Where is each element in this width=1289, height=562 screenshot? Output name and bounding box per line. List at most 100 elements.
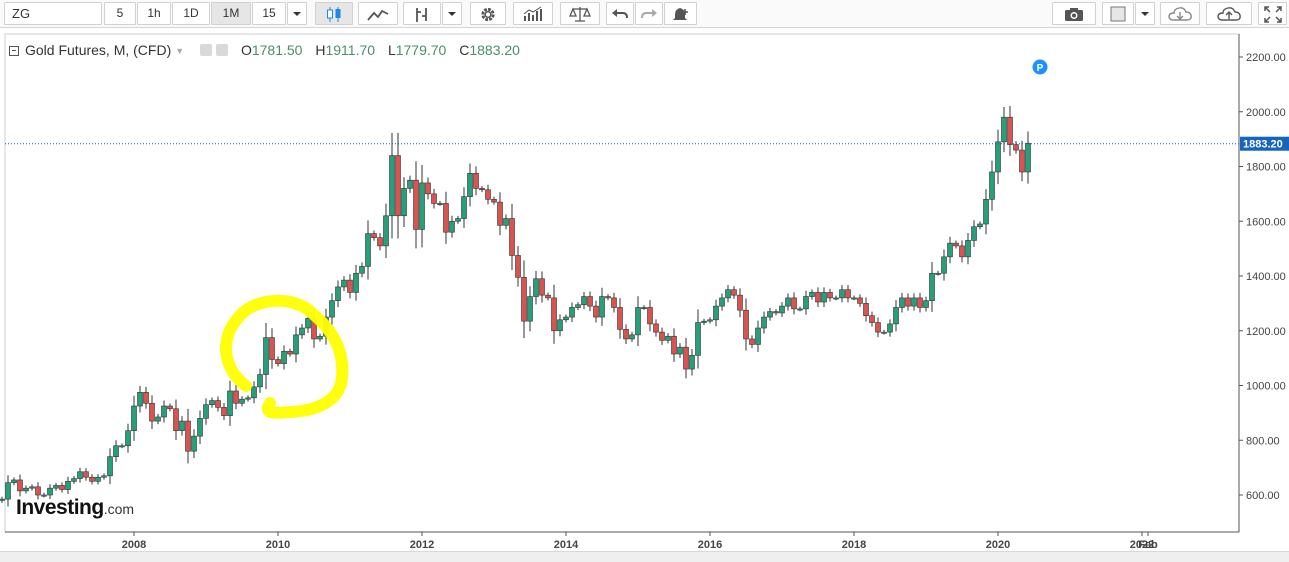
candle (1001, 106, 1007, 153)
undo-button[interactable] (606, 2, 634, 25)
candle (689, 348, 695, 376)
snapshot-button[interactable] (1052, 2, 1096, 25)
fullscreen-button[interactable] (1258, 2, 1287, 25)
candle (641, 305, 647, 310)
candle (65, 476, 71, 495)
candle-body (725, 289, 731, 299)
line-chart-button[interactable] (358, 2, 398, 25)
candle (41, 492, 47, 498)
layout-button[interactable] (1102, 2, 1134, 25)
candle-body (605, 296, 611, 299)
close-label: C (459, 42, 470, 58)
candle (827, 288, 833, 302)
candle-body (539, 278, 545, 296)
candle-body (179, 420, 185, 431)
interval-dropdown-button[interactable] (287, 2, 307, 25)
candle-body (167, 405, 173, 410)
candle (779, 302, 785, 317)
candle-body (587, 296, 593, 307)
candle (953, 240, 959, 249)
candle-body (251, 386, 257, 399)
candle-body (89, 476, 95, 482)
interval-15-button[interactable]: 15 (252, 2, 286, 25)
y-tick-label: 800.00 (1246, 435, 1280, 447)
candle (785, 293, 791, 311)
undo-icon (612, 9, 628, 19)
candle-body (1001, 116, 1007, 143)
candle-body (299, 327, 305, 336)
alert-button[interactable] (664, 2, 697, 25)
candle (35, 482, 41, 500)
price-chart[interactable]: 1883.20 P 600.00 800.00 1000.00 1200.00 1400.… (0, 28, 1289, 562)
candle (1007, 106, 1013, 156)
candle-body (11, 479, 17, 483)
candle (515, 246, 521, 287)
layout-dropdown-button[interactable] (1135, 2, 1155, 25)
candle (485, 184, 491, 205)
candle-body (743, 309, 749, 340)
candle (905, 293, 911, 311)
candle-body (269, 337, 275, 360)
candle (269, 328, 275, 369)
candle (101, 473, 107, 480)
candle (461, 187, 467, 228)
logo-suffix: .com (103, 501, 135, 517)
candle-body (239, 398, 245, 404)
candle (383, 203, 389, 259)
legend-collapse-button[interactable] (9, 46, 19, 56)
candle-body (365, 233, 371, 267)
investing-logo: Investing.com (16, 496, 134, 520)
candle (983, 189, 989, 235)
candle-body (143, 392, 149, 404)
settings-button[interactable] (470, 2, 506, 25)
bottom-toolbar (0, 551, 1289, 562)
candle-body (113, 445, 119, 457)
candle (209, 397, 215, 408)
candle-body (965, 240, 971, 258)
symbol-search-input[interactable]: ZG (4, 2, 102, 25)
candle-body (665, 335, 671, 341)
candle-body (35, 486, 41, 496)
candle-body (857, 297, 863, 304)
candle-body (41, 494, 47, 497)
load-layout-button[interactable] (1160, 2, 1200, 25)
candle (755, 320, 761, 352)
candle (569, 302, 575, 323)
indicators-dropdown-button[interactable] (442, 2, 462, 25)
candle-body (377, 237, 383, 247)
legend-settings-icon[interactable] (200, 44, 213, 56)
save-layout-button[interactable] (1206, 2, 1252, 25)
grid-layer (4, 33, 1240, 533)
candles-button[interactable] (315, 2, 353, 25)
redo-button[interactable] (635, 2, 663, 25)
candle-body (185, 420, 191, 452)
legend-menu-icon[interactable]: ▼ (175, 46, 185, 56)
studies-button[interactable] (513, 2, 553, 25)
compare-button[interactable] (560, 2, 600, 25)
candle (653, 319, 659, 337)
candle (665, 333, 671, 344)
candle (719, 293, 725, 311)
indicators-button[interactable] (403, 2, 441, 25)
candle-body (719, 297, 725, 307)
alert-bell-icon (672, 8, 688, 20)
candle (425, 177, 431, 200)
y-tick-label: 1000.00 (1246, 381, 1286, 393)
legend-close-icon[interactable] (216, 44, 229, 56)
candle (575, 302, 581, 311)
chart-area[interactable]: 1883.20 P 600.00 800.00 1000.00 1200.00 1400.… (0, 28, 1289, 562)
candle (893, 300, 899, 332)
candle (203, 398, 209, 425)
candle (113, 440, 119, 463)
chart-legend: Gold Futures, M, (CFD) ▼ O1781.50 H1911.7… (9, 42, 520, 62)
interval-1m-button[interactable]: 1M (211, 2, 251, 25)
candle (605, 294, 611, 301)
candle-body (101, 475, 107, 478)
interval-1h-button[interactable]: 1h (137, 2, 171, 25)
candle (713, 299, 719, 327)
y-tick-label: 1600.00 (1246, 216, 1286, 228)
candle (761, 311, 767, 334)
interval-5-button[interactable]: 5 (104, 2, 136, 25)
interval-1d-button[interactable]: 1D (172, 2, 210, 25)
candle (239, 396, 245, 407)
